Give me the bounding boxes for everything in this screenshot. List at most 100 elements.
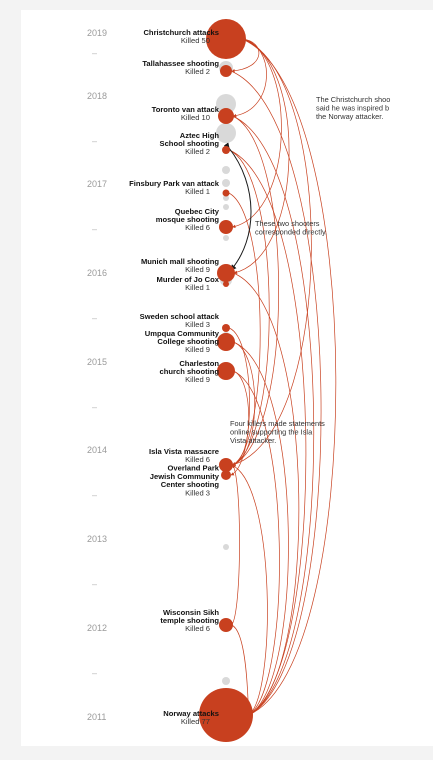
year-separator: –	[92, 224, 97, 234]
event-name: Toronto van attack	[152, 105, 220, 114]
annotation-line: Vista attacker.	[230, 436, 276, 445]
event-killed-count: Killed 6	[185, 223, 210, 232]
event-name: Munich mall shooting	[141, 257, 219, 266]
event-name: College shooting	[157, 337, 219, 346]
ghost-incident-dot	[223, 195, 229, 201]
annotation-line: These two shooters	[255, 219, 320, 228]
event-killed-count: Killed 6	[185, 455, 210, 464]
event-name: Center shooting	[161, 480, 220, 489]
event-killed-count: Killed 1	[185, 283, 210, 292]
annotation-line: said he was inspired b	[316, 103, 389, 112]
event-name: Norway attacks	[163, 709, 219, 718]
event-name: Jewish Community	[150, 472, 220, 481]
year-separator: –	[92, 136, 97, 146]
event-circle-overland-park-jewish-community-center-shooting	[221, 470, 231, 480]
ghost-incident-dot	[223, 204, 229, 210]
event-killed-count: Killed 1	[185, 187, 210, 196]
event-name: Finsbury Park van attack	[129, 179, 220, 188]
annotation-line: online supporting the Isla	[230, 427, 313, 436]
connection-diagram: 2019 2018 2017 2016 2015 2014 2013 2012 2011 – – – –…	[87, 19, 390, 742]
year-label-2013: 2013	[87, 534, 107, 544]
event-name: Aztec High	[180, 131, 220, 140]
event-killed-count: Killed 2	[185, 147, 210, 156]
connection-arc	[229, 327, 250, 476]
event-name: Sweden school attack	[140, 312, 220, 321]
event-name: Christchurch attacks	[143, 28, 219, 37]
annotation-line: The Christchurch shoo	[316, 95, 390, 104]
connection-arc	[241, 38, 337, 716]
event-killed-count: Killed 9	[185, 265, 210, 274]
ghost-incident-dot	[216, 123, 236, 143]
year-label-2014: 2014	[87, 445, 107, 455]
ghost-incident-dot	[216, 94, 236, 114]
ghost-incident-dot	[222, 179, 230, 187]
annotation-line: Four killers made statements	[230, 419, 325, 428]
connection-arcs	[223, 38, 337, 716]
event-killed-count: Killed 50	[181, 36, 210, 45]
connection-arc	[232, 115, 279, 466]
event-name: Umpqua Community	[145, 329, 220, 338]
event-circle-norway-attacks	[199, 688, 253, 742]
event-killed-count: Killed 3	[185, 488, 210, 497]
connection-arc	[232, 115, 315, 716]
event-killed-count: Killed 77	[181, 717, 210, 726]
event-circle-murder-of-jo-cox	[223, 281, 229, 287]
event-name: Overland Park	[168, 464, 220, 473]
event-circle-toronto-van-attack	[218, 108, 234, 124]
year-separator: –	[92, 313, 97, 323]
annotation-line: the Norway attacker.	[316, 112, 383, 121]
event-killed-count: Killed 10	[181, 113, 210, 122]
direct-correspondence-arc	[223, 142, 252, 271]
ghost-incident-dot	[222, 166, 230, 174]
connection-arc	[230, 70, 322, 716]
year-axis: 2019 2018 2017 2016 2015 2014 2013 2012 2011 – – – –…	[87, 28, 107, 722]
year-label-2017: 2017	[87, 179, 107, 189]
event-circle-umpqua-community-college-shooting	[217, 333, 235, 351]
event-name: church shooting	[160, 367, 220, 376]
event-circle-wisconsin-sikh-temple-shooting	[219, 618, 233, 632]
event-circle-tallahassee-shooting	[220, 65, 232, 77]
year-label-2016: 2016	[87, 268, 107, 278]
year-separator: –	[92, 48, 97, 58]
year-separator: –	[92, 402, 97, 412]
year-separator: –	[92, 668, 97, 678]
year-separator: –	[92, 490, 97, 500]
ghost-incident-dot	[222, 677, 230, 685]
event-killed-count: Killed 2	[185, 67, 210, 76]
event-name: School shooting	[160, 139, 220, 148]
graphic-card: 2019 2018 2017 2016 2015 2014 2013 2012 2011 – – – –…	[21, 10, 433, 746]
event-circle-finsbury-park-van-attack	[222, 189, 230, 197]
year-label-2018: 2018	[87, 91, 107, 101]
event-name: Quebec City	[175, 207, 220, 216]
year-label-2015: 2015	[87, 357, 107, 367]
event-circle-christchurch-attacks	[206, 19, 246, 59]
event-killed-count: Killed 9	[185, 345, 210, 354]
event-circle-munich-mall-shooting	[217, 264, 235, 282]
event-circle-charleston-church-shooting	[217, 362, 235, 380]
event-name: Murder of Jo Cox	[157, 275, 220, 284]
event-name: mosque shooting	[156, 215, 220, 224]
connection-arc	[231, 38, 260, 73]
ghost-incident-dot	[223, 544, 229, 550]
event-circle-aztec-high-school-shooting	[222, 146, 230, 154]
event-circles	[199, 19, 253, 742]
